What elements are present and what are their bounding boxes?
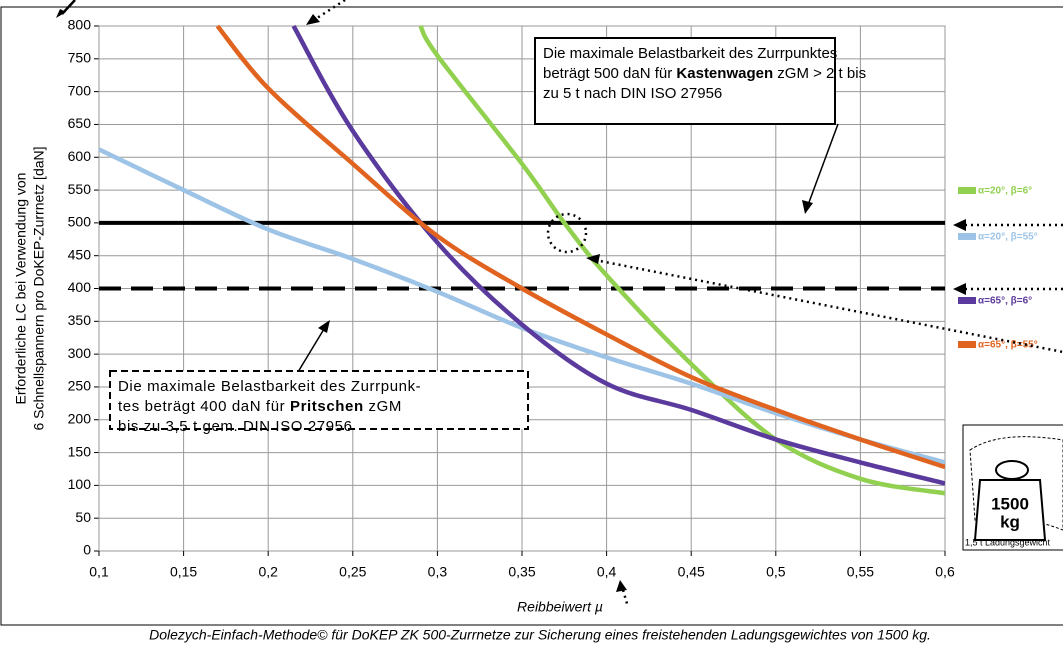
legend-label: α=65°, β=6° — [978, 296, 1032, 307]
series-line — [291, 24, 945, 486]
x-tick-label: 0,6 — [935, 564, 955, 580]
annotation-text: zu 5 t nach DIN ISO 27956 — [543, 85, 722, 102]
legend-swatch — [958, 233, 976, 240]
legend-swatch — [958, 341, 976, 348]
weight-handle — [995, 460, 1029, 480]
arrow — [594, 258, 1063, 354]
weight-value: 1500 — [991, 494, 1029, 513]
legend-swatch — [958, 297, 976, 304]
arrowhead — [616, 580, 627, 592]
legend-label: α=20°, β=6° — [978, 186, 1032, 197]
y-tick-label: 0 — [83, 542, 91, 558]
x-tick-label: 0,4 — [597, 564, 617, 580]
arrowhead — [318, 320, 330, 333]
annotation-line: tes beträgt 400 daN für Pritschen zGM — [118, 398, 402, 415]
annotation-line: beträgt 500 daN für Kastenwagen zGM > 2 … — [543, 65, 866, 82]
x-tick-label: 0,1 — [89, 564, 109, 580]
arrow — [313, 0, 346, 22]
arrowhead — [586, 254, 600, 264]
arrowhead — [802, 200, 813, 214]
x-tick-label: 0,35 — [508, 564, 535, 580]
y-axis-label: Erforderliche LC bei Verwendung von 6 Sch… — [13, 146, 47, 430]
y-tick-label: 250 — [68, 378, 92, 394]
y-axis-label-line: Erforderliche LC bei Verwendung von — [13, 173, 29, 405]
y-axis-label-line: 6 Schnellspannern pro DoKEP-Zurrnetz [da… — [31, 146, 47, 430]
annotation-box — [109, 370, 529, 430]
x-tick-label: 0,3 — [428, 564, 448, 580]
weight-caption: 1,5 t Ladungsgewicht — [965, 537, 1051, 547]
arrow — [297, 328, 325, 373]
legend-label: α=65°, β=55° — [978, 340, 1038, 351]
annotation-text: Pritschen — [290, 398, 364, 415]
annotation-line: zu 5 t nach DIN ISO 27956 — [543, 85, 722, 102]
annotation-line: bis zu 3,5 t gem. DIN ISO 27956 — [118, 418, 353, 435]
arrowhead — [953, 219, 966, 231]
y-tick-label: 600 — [68, 148, 92, 164]
frame — [0, 6, 1063, 626]
arrowhead — [953, 283, 966, 295]
annotation-line: Die maximale Belastbarkeit des Zurrpunkt… — [543, 45, 837, 62]
weight — [973, 479, 1047, 541]
x-axis-label: Reibbeiwert µ — [517, 599, 603, 615]
y-tick-label: 50 — [75, 509, 91, 525]
legend-label: α=20°, β=55° — [978, 232, 1038, 243]
arrowhead — [306, 14, 320, 25]
x-tick-label: 0,2 — [258, 564, 278, 580]
highlight-circle — [546, 212, 588, 254]
y-tick-label: 650 — [68, 115, 92, 131]
y-tick-label: 700 — [68, 82, 92, 98]
y-tick-label: 800 — [68, 17, 92, 33]
annotation-text: tes beträgt 400 daN für — [118, 398, 290, 415]
weight-unit: kg — [1000, 512, 1020, 531]
x-tick-label: 0,25 — [339, 564, 366, 580]
y-tick-label: 550 — [68, 181, 92, 197]
arrow — [621, 589, 630, 608]
y-tick-label: 300 — [68, 345, 92, 361]
annotation-text: Die maximale Belastbarkeit des Zurrpunk- — [118, 378, 421, 395]
caption: Dolezych-Einfach-Methode© für DoKEP ZK 5… — [149, 627, 931, 643]
y-tick-label: 100 — [68, 476, 92, 492]
annotation-text: beträgt 500 daN für — [543, 65, 676, 82]
x-tick-label: 0,45 — [678, 564, 705, 580]
y-tick-label: 400 — [68, 279, 92, 295]
series-line — [215, 24, 945, 470]
y-tick-label: 450 — [68, 246, 92, 262]
weight-icon: 1500 kg 1,5 t Ladungsgewicht — [962, 424, 1063, 551]
legend-swatch — [958, 187, 976, 194]
annotation-box — [534, 37, 836, 125]
x-tick-label: 0,5 — [766, 564, 786, 580]
decorations — [56, 0, 1063, 608]
arrow — [807, 123, 839, 206]
x-tick-label: 0,55 — [847, 564, 874, 580]
x-tick-label: 0,15 — [170, 564, 197, 580]
annotation-text: Kastenwagen — [676, 65, 773, 82]
annotation-text: Die maximale Belastbarkeit des Zurrpunkt… — [543, 45, 837, 62]
annotation-line: Die maximale Belastbarkeit des Zurrpunk- — [118, 378, 421, 395]
y-tick-label: 200 — [68, 410, 92, 426]
series-line — [418, 24, 945, 496]
annotation-text: zGM > 2 t bis — [773, 65, 866, 82]
y-tick-label: 150 — [68, 443, 92, 459]
y-tick-label: 350 — [68, 312, 92, 328]
arrowhead — [56, 9, 66, 18]
annotation-text: zGM — [364, 398, 402, 415]
y-tick-label: 750 — [68, 50, 92, 66]
annotation-text: bis zu 3,5 t gem. DIN ISO 27956 — [118, 418, 353, 435]
y-tick-label: 500 — [68, 214, 92, 230]
